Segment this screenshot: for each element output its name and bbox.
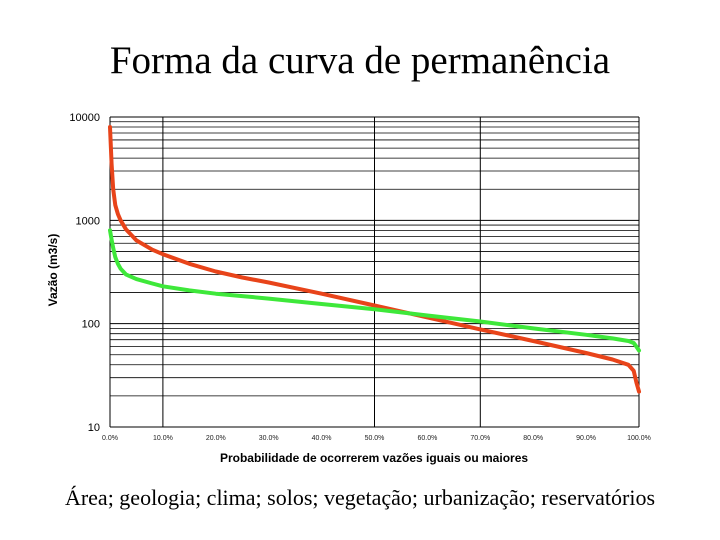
- x-tick-label: 10.0%: [153, 435, 173, 442]
- slide-title: Forma da curva de permanência: [109, 39, 611, 82]
- y-axis-label: Vazão (m3/s): [46, 234, 60, 307]
- series-lines: [108, 125, 641, 394]
- series-line-2: [108, 228, 641, 353]
- x-tick-label: 100.0%: [627, 435, 651, 442]
- y-tick-label: 10000: [69, 112, 100, 124]
- y-tick-label: 1000: [76, 215, 100, 227]
- grid-lines: [110, 116, 639, 428]
- x-tick-label: 30.0%: [259, 435, 279, 442]
- x-tick-label: 60.0%: [417, 435, 437, 442]
- x-tick-label: 80.0%: [523, 435, 543, 442]
- factors-caption: Área; geologia; clima; solos; vegetação;…: [64, 485, 656, 510]
- y-tick-label: 100: [82, 319, 100, 331]
- series-line-1: [108, 125, 641, 394]
- tick-labels: 10 100 1000 10000 0.0% 10.0% 20.0% 30.0% 40.0% 50…: [69, 112, 650, 442]
- x-tick-label: 90.0%: [576, 435, 596, 442]
- x-tick-label: 40.0%: [312, 435, 332, 442]
- x-tick-label: 70.0%: [470, 435, 490, 442]
- x-axis-label: Probabilidade de ocorrerem vazões iguais…: [220, 451, 528, 465]
- y-tick-label: 10: [88, 422, 100, 434]
- x-tick-label: 0.0%: [102, 435, 118, 442]
- x-tick-label: 20.0%: [206, 435, 226, 442]
- x-tick-label: 50.0%: [365, 435, 385, 442]
